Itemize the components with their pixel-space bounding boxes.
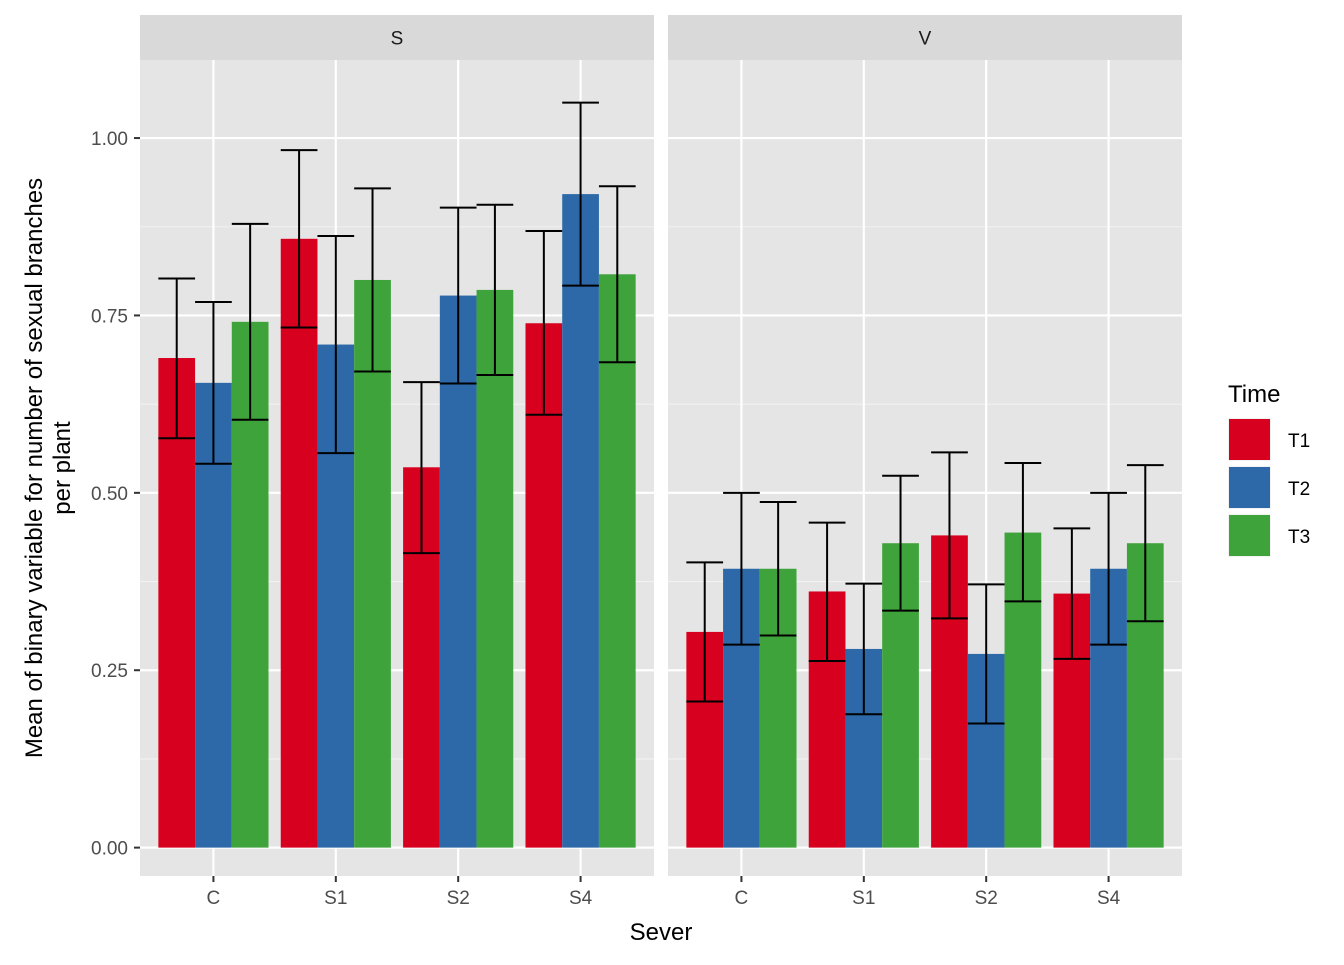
bar-S-S2-T3: [476, 289, 514, 848]
bar-S-S2-T2: [439, 295, 477, 848]
facet-label: V: [919, 29, 932, 50]
facet-label: S: [391, 29, 404, 50]
legend-swatch-T3: [1229, 515, 1270, 556]
y-tick-label: 0.00: [91, 839, 128, 860]
facet-strip: [668, 15, 1182, 60]
x-tick-label: S1: [852, 888, 875, 909]
x-tick-label: C: [207, 888, 221, 909]
x-tick-label: C: [735, 888, 749, 909]
legend-label-T1: T1: [1288, 431, 1310, 452]
legend-label-T2: T2: [1288, 479, 1310, 500]
x-tick-label: S1: [324, 888, 347, 909]
y-tick-label: 0.50: [91, 484, 128, 505]
bar-S-S4-T2: [562, 194, 599, 848]
x-axis-title: Sever: [630, 919, 693, 946]
x-tick-label: S4: [569, 888, 593, 909]
bar-S-C-T1: [158, 358, 196, 848]
y-tick-label: 0.25: [91, 661, 128, 682]
bar-S-S4-T3: [598, 274, 636, 848]
y-axis-title: Mean of binary variable for number of se…: [21, 178, 48, 758]
bar-S-S1-T1: [280, 238, 318, 848]
y-axis-title-line2: per plant: [49, 421, 76, 515]
x-tick-label: S2: [975, 888, 998, 909]
legend-swatch-T1: [1229, 419, 1270, 460]
legend-title: Time: [1228, 381, 1280, 408]
y-tick-label: 0.75: [91, 306, 128, 327]
facet-strip: [140, 15, 654, 60]
legend-label-T3: T3: [1288, 527, 1310, 548]
legend-swatch-T2: [1229, 467, 1270, 508]
bar-S-S1-T3: [354, 279, 391, 848]
x-tick-label: S2: [447, 888, 470, 909]
x-tick-label: S4: [1097, 888, 1121, 909]
y-tick-label: 1.00: [91, 129, 128, 150]
